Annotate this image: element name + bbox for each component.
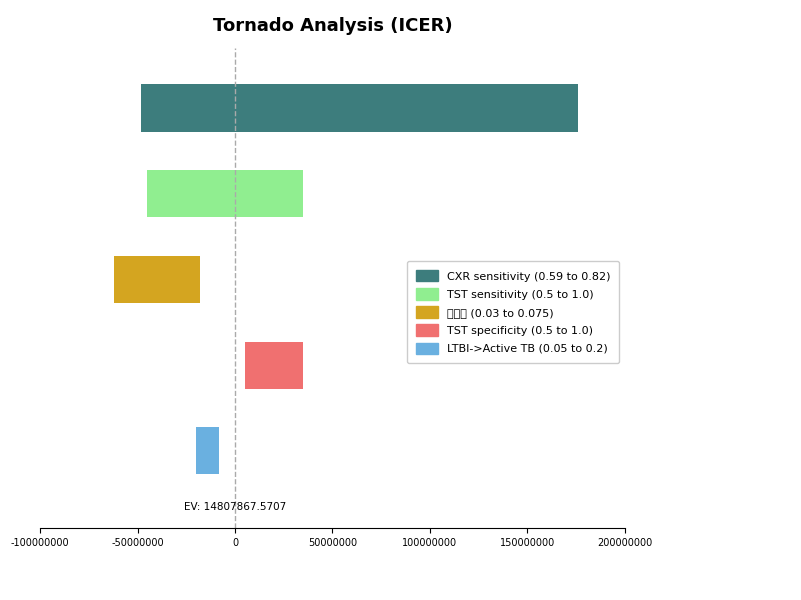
Bar [147,170,303,217]
Legend: CXR sensitivity (0.59 to 0.82), TST sensitivity (0.5 to 1.0), 할인율 (0.03 to 0.075: CXR sensitivity (0.59 to 0.82), TST sens… [407,261,619,363]
Bar [196,427,219,475]
Bar [245,341,303,389]
Bar [114,256,200,303]
Bar [142,85,578,131]
Title: Tornado Analysis (ICER): Tornado Analysis (ICER) [212,17,453,35]
Text: EV: 14807867.5707: EV: 14807867.5707 [184,502,286,512]
